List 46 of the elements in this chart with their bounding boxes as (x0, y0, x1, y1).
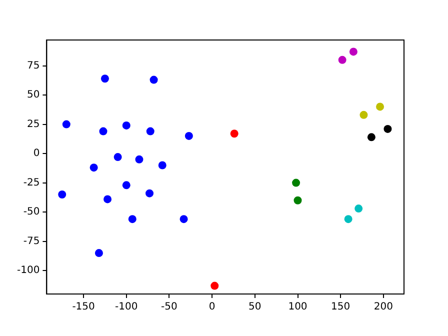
y-tick-label: 0 (33, 148, 40, 160)
point (210, 282, 219, 290)
point (135, 155, 144, 164)
point (90, 164, 98, 172)
point (114, 153, 122, 162)
x-tick-label: 0 (208, 302, 216, 313)
point (384, 124, 392, 133)
point (158, 161, 166, 170)
point (94, 249, 103, 258)
point (354, 204, 363, 213)
y-tick-label: 25 (26, 118, 40, 130)
point (62, 120, 70, 128)
point (294, 196, 302, 204)
point (344, 215, 352, 224)
x-tick-label: 50 (248, 302, 262, 313)
point (100, 74, 109, 83)
point (367, 133, 376, 142)
x-tick-label: -50 (161, 302, 178, 313)
point (150, 76, 158, 84)
point (122, 121, 130, 130)
point (146, 127, 154, 136)
point (146, 189, 154, 198)
point (122, 181, 130, 190)
x-tick-label: 200 (374, 302, 393, 313)
point (180, 215, 188, 224)
point (184, 132, 193, 140)
y-tick-label: 75 (26, 60, 40, 72)
point (292, 178, 300, 187)
point (230, 130, 238, 138)
point (376, 102, 384, 111)
y-tick-label: -50 (23, 206, 40, 218)
point (128, 215, 136, 224)
x-tick-label: -100 (115, 302, 138, 313)
point (104, 195, 112, 204)
y-tick-label: 50 (26, 90, 40, 101)
x-tick-label: 150 (331, 302, 350, 313)
x-tick-label: -150 (72, 302, 95, 313)
point (338, 56, 346, 64)
point (99, 127, 108, 136)
point (58, 190, 66, 199)
point (360, 110, 368, 119)
y-tick-label: -25 (23, 177, 40, 188)
x-tick-label: 100 (288, 302, 308, 313)
point (349, 48, 358, 56)
y-tick-label: -75 (23, 236, 40, 247)
y-tick-label: -100 (16, 265, 40, 276)
